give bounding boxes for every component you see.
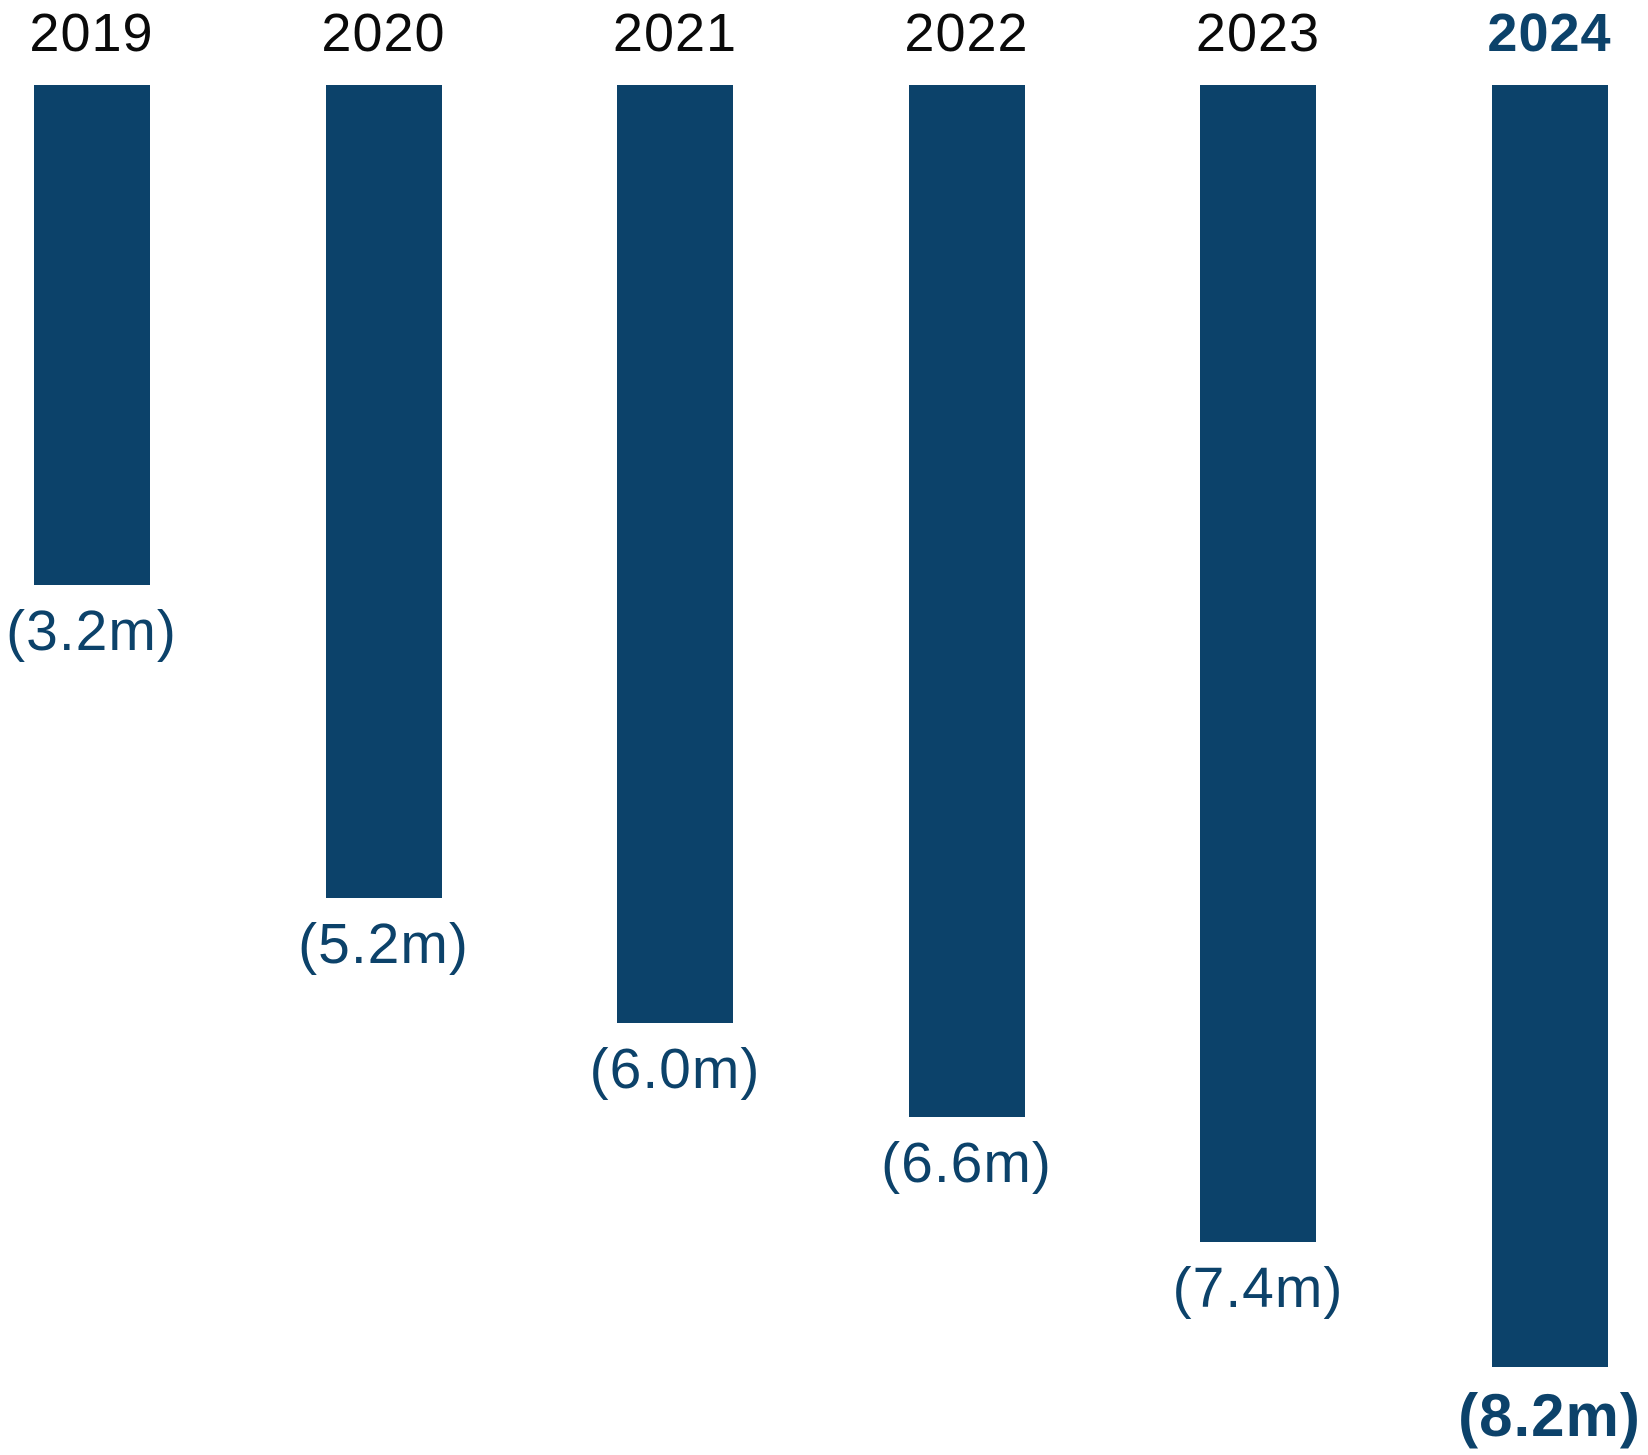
value-label-2019: (3.2m)	[6, 599, 177, 663]
year-label-2024: 2024	[1487, 3, 1612, 63]
year-label-2023: 2023	[1195, 3, 1321, 63]
bar-2023	[1200, 85, 1316, 1242]
chart-column-2022: 2022 (6.6m)	[827, 0, 1107, 1455]
bar-2021	[617, 85, 733, 1023]
chart-column-2020: 2020 (5.2m)	[244, 0, 524, 1455]
chart-column-2023: 2023 (7.4m)	[1118, 0, 1398, 1455]
year-label-2019: 2019	[29, 3, 154, 63]
value-label-2022: (6.6m)	[881, 1131, 1052, 1195]
bar-2020	[325, 85, 442, 898]
value-label-2021: (6.0m)	[589, 1037, 761, 1101]
chart-column-2019: 2019 (3.2m)	[0, 0, 232, 1455]
value-label-2023: (7.4m)	[1172, 1256, 1344, 1320]
bar-2019	[33, 85, 150, 585]
chart-column-2021: 2021 (6.0m)	[535, 0, 815, 1455]
year-label-2021: 2021	[612, 3, 738, 63]
chart-column-2024: 2024 (8.2m)	[1410, 0, 1648, 1455]
year-label-2022: 2022	[904, 3, 1029, 63]
year-label-2020: 2020	[321, 3, 446, 63]
bar-2022	[908, 85, 1025, 1117]
bar-2024	[1491, 85, 1608, 1367]
value-label-2020: (5.2m)	[298, 912, 469, 976]
value-label-2024: (8.2m)	[1458, 1382, 1641, 1449]
